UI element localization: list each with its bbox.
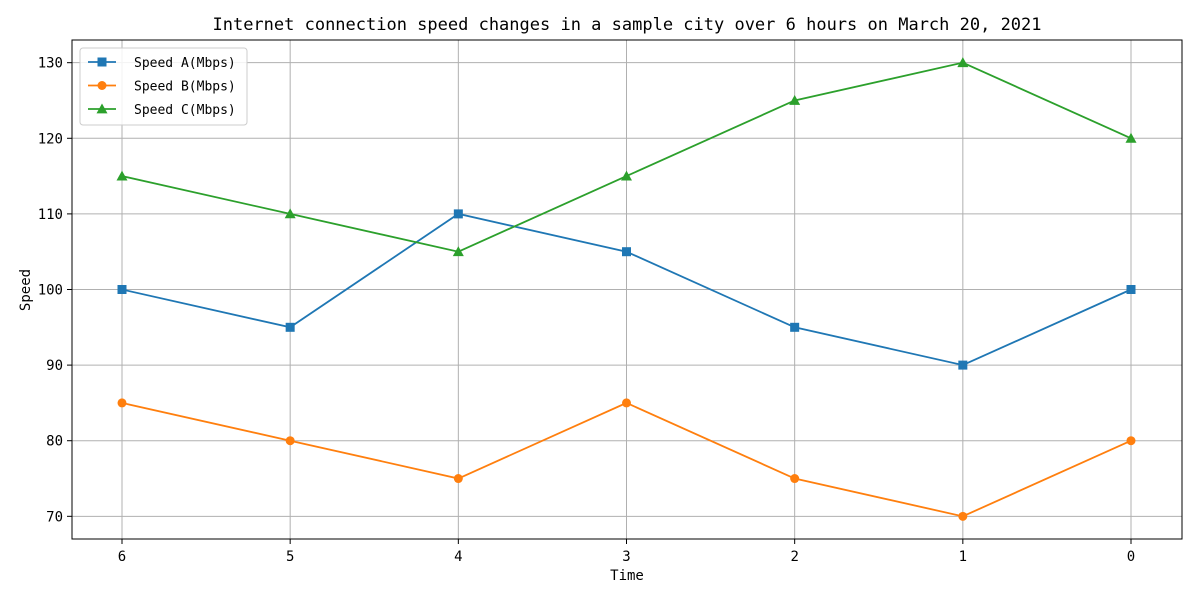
data-point [285,436,295,446]
x-tick-label: 6 [118,549,126,565]
data-point [621,170,632,181]
data-point [117,398,127,408]
data-point [958,511,968,521]
x-tick-label: 4 [454,549,462,565]
legend-label: Speed B(Mbps) [134,80,236,95]
data-point [790,322,800,332]
y-tick-label: 80 [46,434,63,450]
grid-layer [72,40,1182,539]
series-0 [117,209,1136,370]
y-tick-label: 130 [38,56,63,72]
data-point [622,398,631,408]
legend-item: Speed A(Mbps) [88,56,236,71]
data-point [117,285,127,294]
x-tick-label: 5 [286,549,294,565]
legend-marker [97,81,107,90]
data-point [790,474,800,484]
data-point [1126,285,1136,294]
chart-title: Internet connection speed changes in a s… [212,15,1041,35]
x-tick-label: 2 [790,549,798,565]
y-tick-label: 100 [38,283,63,299]
data-point [957,57,969,68]
tick-layer: 6 5 4 3 2 1 0 70 80 90 100 110 120 130 [38,56,1136,565]
data-point [958,360,968,370]
data-point [789,94,801,105]
x-tick-label: 1 [959,549,967,565]
legend-item: Speed C(Mbps) [88,103,236,118]
legend: Speed A(Mbps) Speed B(Mbps) Speed C(Mbps) [79,47,248,126]
data-point [453,209,463,219]
x-axis-label: Time [610,568,644,584]
data-point [453,474,463,484]
data-point [284,208,296,219]
legend-item: Speed B(Mbps) [88,80,236,95]
legend-marker [96,103,108,114]
series-2 [116,57,1137,257]
series-1 [117,398,1136,521]
legend-label: Speed C(Mbps) [134,103,236,118]
data-point [1125,132,1137,143]
legend-marker [97,57,107,67]
y-tick-label: 110 [38,207,63,223]
legend-box [79,47,248,126]
legend-label: Speed A(Mbps) [134,56,236,71]
data-point [1126,436,1136,446]
y-tick-label: 70 [46,509,63,525]
data-point [116,170,128,181]
series-layer [116,57,1137,521]
y-tick-label: 90 [46,358,63,374]
data-point [285,322,295,332]
y-axis-label: Speed [18,269,34,311]
data-point [452,246,464,257]
x-tick-label: 3 [622,549,630,565]
y-tick-label: 120 [38,131,63,147]
x-tick-label: 0 [1127,549,1135,565]
data-point [622,247,631,257]
